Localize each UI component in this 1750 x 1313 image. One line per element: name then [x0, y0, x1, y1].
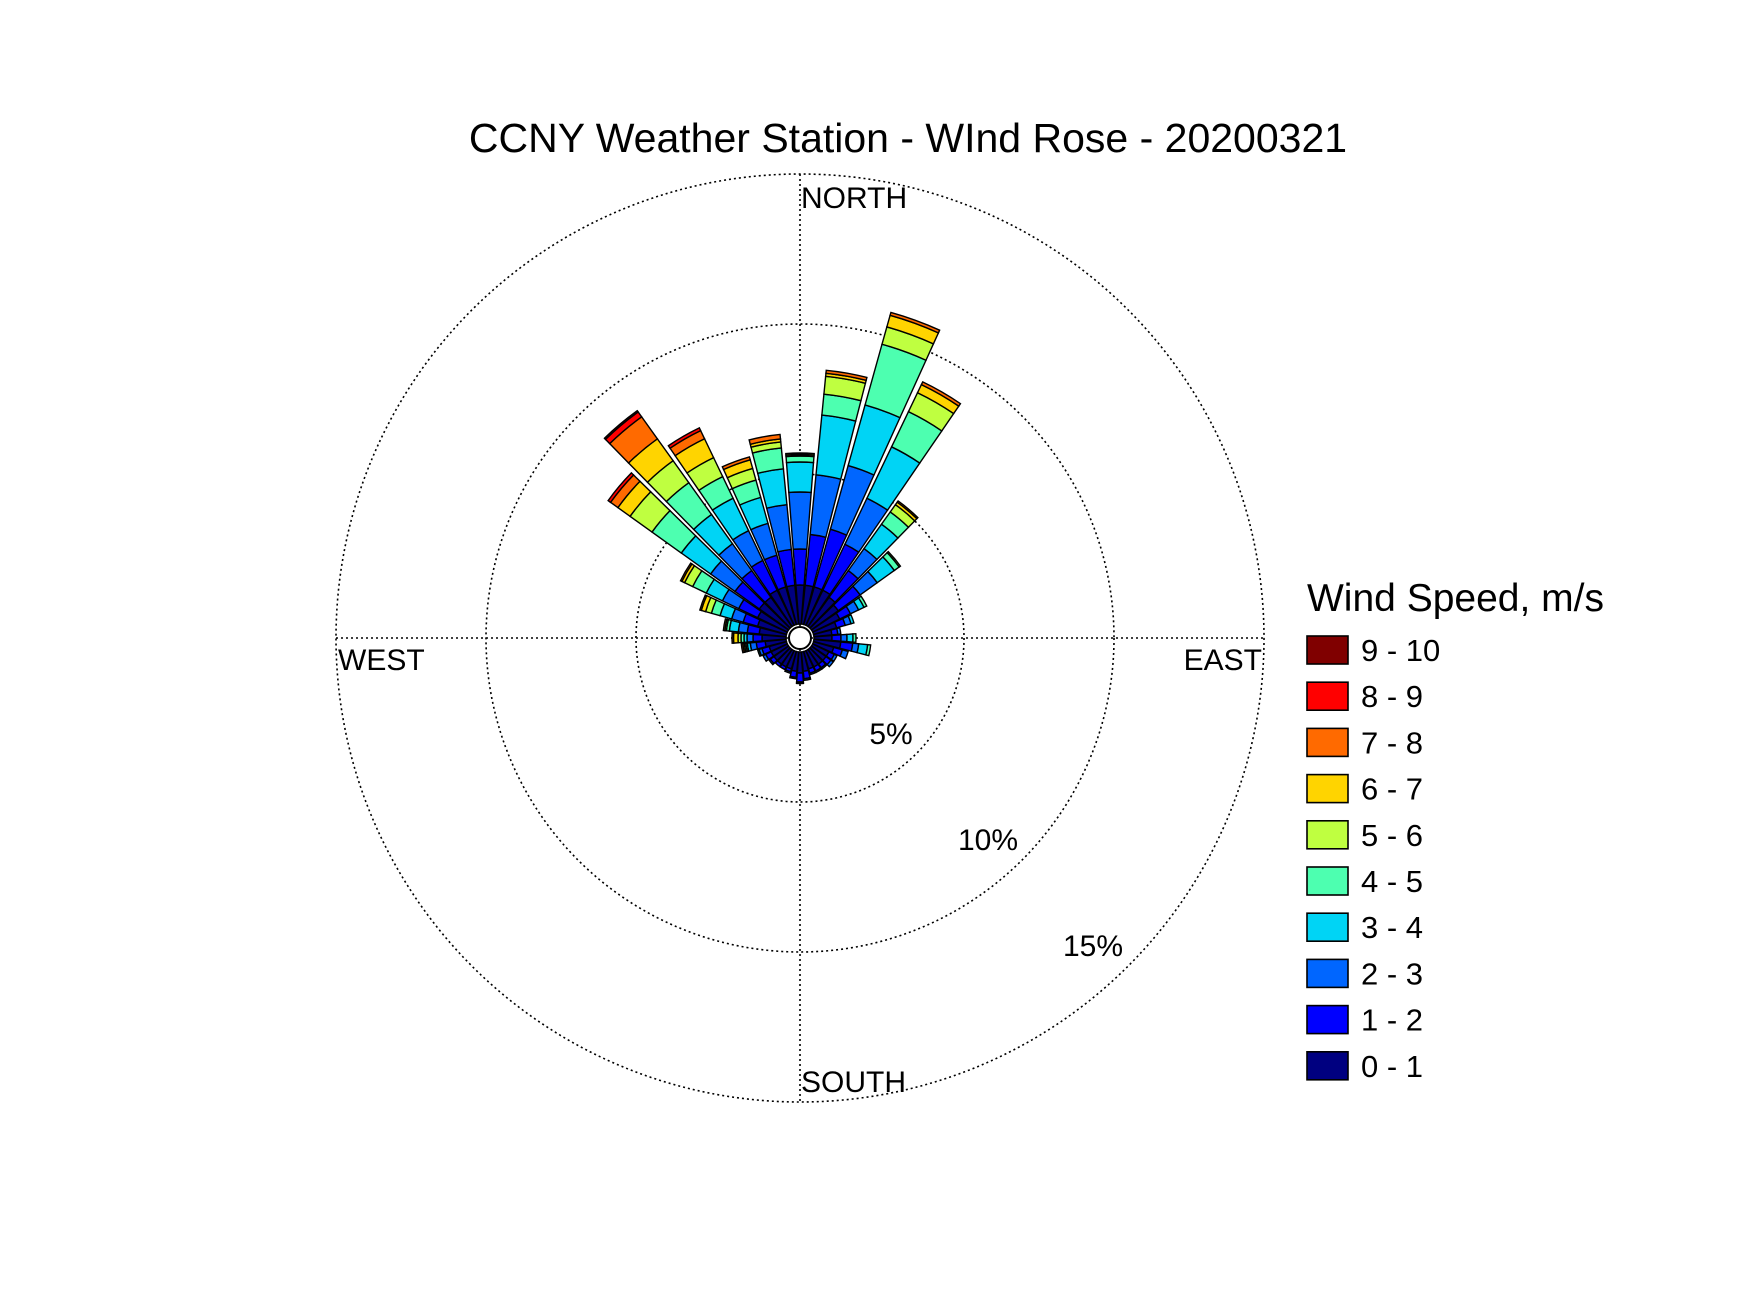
legend-label: 7 - 8 [1361, 725, 1423, 760]
legend-item: 4 - 5 [1306, 864, 1423, 899]
sector-0-bin-1 [792, 548, 808, 586]
direction-label-north: NORTH [801, 182, 907, 215]
legend-label: 4 - 5 [1361, 864, 1423, 899]
legend-item: 0 - 1 [1306, 1049, 1423, 1084]
ring-label-5: 5% [869, 718, 912, 751]
sector-190-bin-2 [788, 675, 797, 680]
calm-circle [788, 626, 812, 650]
legend-swatch [1306, 727, 1349, 758]
sector-250-bin-3 [756, 648, 763, 658]
sector-60-bin-4 [857, 595, 868, 609]
legend-swatch [1306, 773, 1349, 804]
legend-label: 1 - 2 [1361, 1003, 1423, 1038]
legend-item: 2 - 3 [1306, 956, 1423, 991]
ring-label-10: 10% [958, 824, 1018, 857]
legend-item: 7 - 8 [1306, 725, 1423, 760]
legend-label: 2 - 3 [1361, 956, 1423, 991]
sector-0-bin-4 [785, 455, 815, 464]
legend-label: 3 - 4 [1361, 910, 1423, 945]
sector-340-bin-7 [721, 456, 752, 471]
sector-110-bin-2 [839, 648, 850, 660]
legend-swatch [1306, 1004, 1349, 1035]
sector-10-bin-7 [825, 369, 868, 382]
direction-label-west: WEST [338, 644, 425, 677]
sector-260-bin-7 [740, 642, 746, 654]
sector-90-bin-4 [852, 632, 857, 644]
sector-0-bin-2 [788, 491, 812, 551]
legend-label: 6 - 7 [1361, 772, 1423, 807]
legend-item: 6 - 7 [1306, 772, 1423, 807]
legend-swatch [1306, 958, 1349, 989]
wind-rose-sectors [603, 311, 962, 685]
sector-330-bin-8 [667, 426, 702, 450]
sector-90-bin-3 [846, 633, 854, 643]
sector-270-bin-7 [731, 632, 735, 644]
direction-label-south: SOUTH [801, 1066, 906, 1099]
legend-swatch [1306, 866, 1349, 896]
legend-label: 8 - 9 [1361, 679, 1423, 714]
sector-310-bin-8 [607, 471, 635, 504]
legend-swatch [1306, 1051, 1349, 1081]
legend-label: 9 - 10 [1361, 633, 1440, 668]
sector-170-bin-2 [803, 676, 812, 682]
sector-40-bin-7 [896, 500, 919, 520]
sector-30-bin-7 [920, 380, 962, 408]
legend-items: 9 - 10 8 - 9 7 - 8 6 - 7 5 - 6 4 - 5 3 - 4 2 - … [1306, 633, 1440, 1084]
legend-swatch [1306, 635, 1349, 665]
sector-0-bin-3 [785, 461, 815, 494]
sector-210-bin-1 [779, 663, 788, 671]
sector-160-bin-2 [808, 670, 817, 676]
sector-150-bin-2 [814, 667, 823, 674]
legend-item: 1 - 2 [1306, 1003, 1423, 1038]
legend-label: 5 - 6 [1361, 818, 1423, 853]
sector-100-bin-4 [865, 643, 872, 657]
sector-270-bin-2 [746, 633, 754, 643]
sector-270-bin-1 [752, 633, 763, 643]
sector-90-bin-2 [840, 633, 848, 643]
sector-0-bin-6 [785, 452, 815, 456]
sector-280-bin-6 [722, 617, 728, 632]
legend-label: 0 - 1 [1361, 1049, 1423, 1084]
sector-240-bin-2 [762, 653, 770, 663]
legend-swatch [1306, 819, 1349, 850]
legend: Wind Speed, m/s 9 - 10 8 - 9 7 - 8 6 - 7 5 -… [1306, 577, 1604, 1084]
legend-item: 9 - 10 [1306, 633, 1440, 668]
legend-swatch [1306, 681, 1349, 712]
sector-350-bin-7 [748, 433, 782, 446]
chart-title: CCNY Weather Station - WInd Rose - 20200… [469, 115, 1347, 161]
sector-90-bin-1 [831, 634, 842, 642]
sector-220-bin-1 [774, 659, 783, 668]
legend-swatch [1306, 912, 1349, 943]
legend-item: 3 - 4 [1306, 910, 1423, 945]
sector-20-bin-7 [889, 311, 941, 334]
sector-230-bin-2 [768, 658, 775, 666]
sector-50-bin-5 [886, 550, 902, 568]
legend-item: 5 - 6 [1306, 818, 1423, 853]
sector-130-bin-2 [826, 659, 835, 668]
sector-70-bin-3 [847, 613, 855, 625]
sector-300-bin-7 [679, 562, 693, 583]
direction-label-east: EAST [1184, 644, 1262, 677]
legend-title: Wind Speed, m/s [1307, 577, 1604, 620]
sector-140-bin-2 [820, 663, 828, 670]
sector-80-bin-2 [835, 626, 842, 636]
sector-290-bin-7 [698, 594, 708, 612]
sector-120-bin-2 [830, 653, 838, 663]
sector-320-bin-9 [603, 409, 640, 441]
sector-200-bin-2 [783, 668, 792, 675]
legend-item: 8 - 9 [1306, 679, 1423, 714]
ring-label-15: 15% [1063, 930, 1123, 963]
sector-180-bin-2 [795, 681, 805, 685]
sector-180-bin-1 [795, 672, 805, 683]
polar-grid [335, 173, 1265, 1103]
